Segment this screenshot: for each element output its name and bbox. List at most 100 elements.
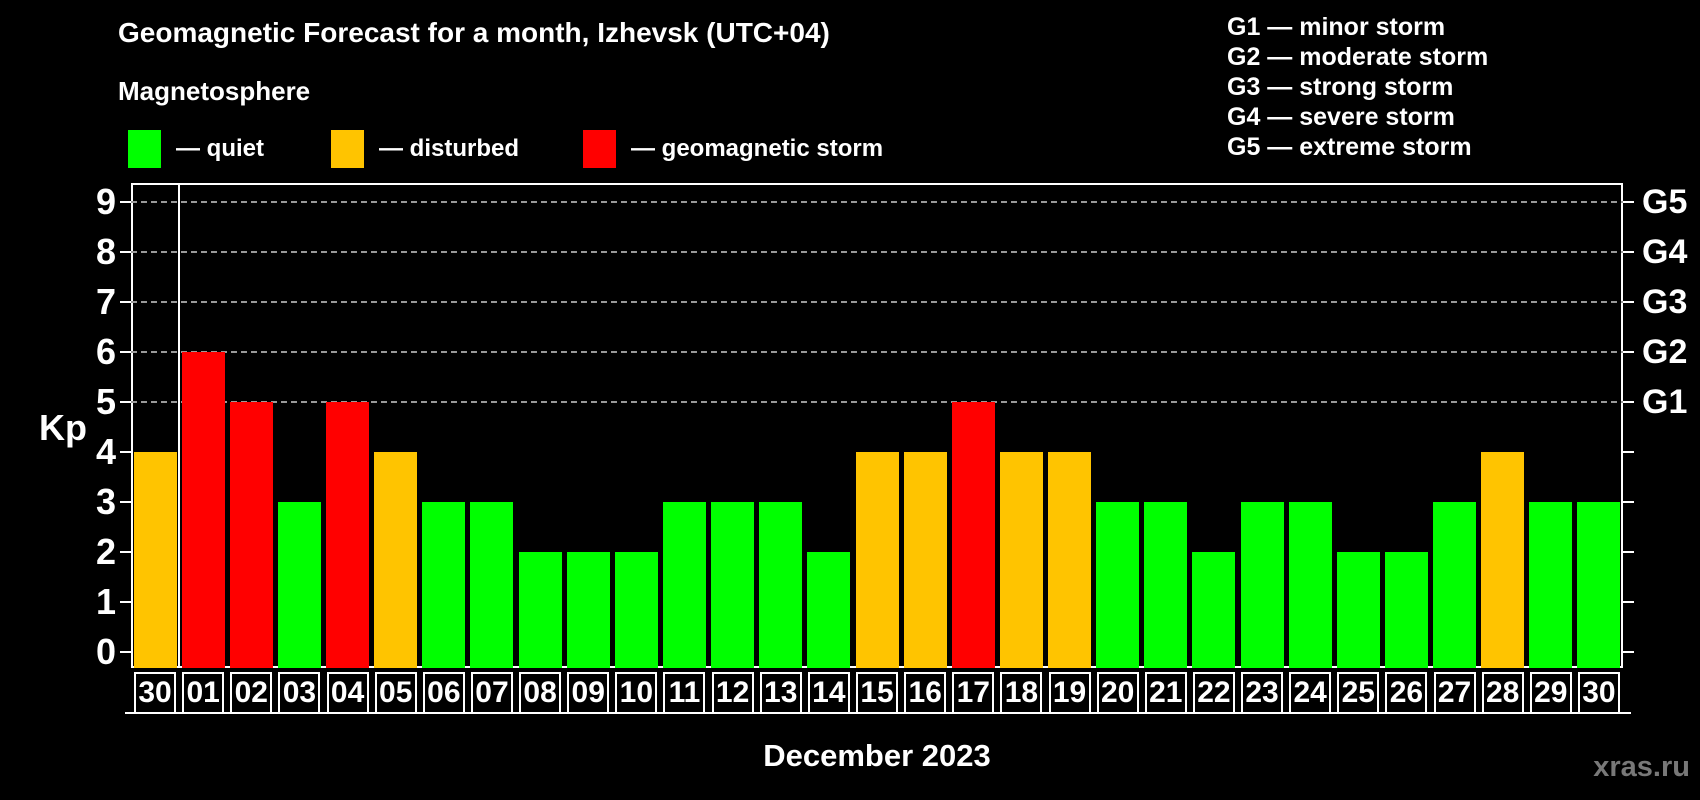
- gridline-kp-9: [131, 201, 1623, 203]
- g-legend-line-5: G5 — extreme storm: [1227, 133, 1472, 161]
- bar-day-16-kp-4: [903, 452, 947, 668]
- right-axis-label-G3: G3: [1642, 283, 1688, 321]
- bar-day-04-kp-5: [326, 402, 370, 668]
- bar-day-24-kp-3: [1288, 502, 1332, 668]
- x-axis-day-label-16: 16: [904, 672, 947, 714]
- bar-day-25-kp-2: [1336, 552, 1380, 668]
- x-axis-day-label-25: 25: [1337, 672, 1380, 714]
- right-axis-label-G5: G5: [1642, 183, 1688, 221]
- x-axis-day-label-15: 15: [856, 672, 898, 714]
- y-axis-tick-left-7: [120, 301, 131, 303]
- x-axis-day-label-21: 21: [1144, 672, 1187, 714]
- x-axis-day-label-4: 04: [326, 672, 369, 714]
- legend-item-storm: — geomagnetic storm: [583, 129, 883, 169]
- gridline-kp-8: [131, 251, 1623, 253]
- bar-day-19-kp-4: [1048, 452, 1092, 668]
- y-axis-label-8: 8: [95, 231, 116, 272]
- legend-swatch-storm: [583, 130, 616, 168]
- y-axis-tick-right-3: [1623, 501, 1634, 503]
- bar-day-01-kp-6: [181, 352, 225, 668]
- y-axis-tick-right-4: [1623, 451, 1634, 453]
- y-axis-tick-right-5: [1623, 401, 1634, 403]
- x-axis-day-label-18: 18: [1000, 672, 1043, 714]
- y-axis-tick-left-0: [120, 651, 131, 653]
- y-axis-tick-left-4: [120, 451, 131, 453]
- x-axis-day-label-10: 10: [615, 672, 658, 714]
- x-axis-day-label-0: 30: [134, 672, 177, 714]
- g-legend-line-4: G4 — severe storm: [1227, 103, 1455, 131]
- x-axis-day-label-8: 08: [519, 672, 562, 714]
- bar-day-05-kp-4: [374, 452, 418, 668]
- bar-day-10-kp-2: [614, 552, 658, 668]
- x-axis-day-label-7: 07: [470, 672, 513, 714]
- bar-day-12-kp-3: [711, 502, 755, 668]
- bar-day-11-kp-3: [662, 502, 706, 668]
- month-separator-line: [178, 183, 181, 668]
- x-axis-day-label-22: 22: [1192, 672, 1235, 714]
- bar-day-18-kp-4: [999, 452, 1043, 668]
- bar-day-14-kp-2: [807, 552, 851, 668]
- watermark: xras.ru: [1593, 751, 1690, 783]
- bar-day-28-kp-4: [1481, 452, 1525, 668]
- y-axis-tick-right-0: [1623, 651, 1634, 653]
- y-axis-label-1: 1: [95, 581, 116, 622]
- legend-label-disturbed: — disturbed: [379, 135, 520, 162]
- y-axis-tick-left-6: [120, 351, 131, 353]
- x-axis-day-label-1: 01: [182, 672, 225, 714]
- bar-day-13-kp-3: [759, 502, 803, 668]
- g-legend-line-2: G2 — moderate storm: [1227, 43, 1489, 71]
- gridline-kp-7: [131, 301, 1623, 303]
- y-axis-tick-left-8: [120, 251, 131, 253]
- y-axis-label-7: 7: [95, 281, 116, 322]
- bar-day-08-kp-2: [518, 552, 562, 668]
- x-axis-day-label-2: 02: [230, 672, 273, 714]
- bar-day-21-kp-3: [1144, 502, 1188, 668]
- x-axis-day-label-17: 17: [952, 672, 995, 714]
- y-axis-label-2: 2: [95, 531, 116, 572]
- legend-item-disturbed: — disturbed: [331, 129, 519, 169]
- x-axis-day-label-9: 09: [567, 672, 610, 714]
- gridline-kp-5: [131, 401, 1623, 403]
- y-axis-tick-right-2: [1623, 551, 1634, 553]
- bar-day-07-kp-3: [470, 502, 514, 668]
- bar-day-27-kp-3: [1433, 502, 1477, 668]
- right-axis-label-G4: G4: [1642, 233, 1688, 271]
- y-axis-label-3: 3: [95, 481, 116, 522]
- gridline-kp-6: [131, 351, 1623, 353]
- y-axis-tick-left-1: [120, 601, 131, 603]
- bar-day-09-kp-2: [566, 552, 610, 668]
- y-axis-label-4: 4: [95, 431, 116, 472]
- bar-day-30-kp-3: [1577, 502, 1621, 668]
- magnetosphere-label: Magnetosphere: [118, 76, 311, 106]
- y-axis-tick-left-9: [120, 201, 131, 203]
- x-axis-day-label-12: 12: [711, 672, 754, 714]
- x-axis-day-label-6: 06: [422, 672, 465, 714]
- y-axis-label-6: 6: [95, 331, 116, 372]
- legend-item-quiet: — quiet: [128, 129, 264, 169]
- x-axis-day-label-27: 27: [1433, 672, 1476, 714]
- x-axis-day-label-26: 26: [1385, 672, 1428, 714]
- y-axis-tick-left-2: [120, 551, 131, 553]
- bar-day-20-kp-3: [1096, 502, 1140, 668]
- legend-swatch-disturbed: [331, 130, 364, 168]
- x-axis-day-label-19: 19: [1048, 672, 1091, 714]
- x-axis-day-label-13: 13: [759, 672, 802, 714]
- bar-day-02-kp-5: [229, 402, 273, 668]
- g-legend-line-3: G3 — strong storm: [1227, 73, 1454, 101]
- x-axis-bottom-line: [125, 712, 1631, 714]
- y-axis-tick-right-8: [1623, 251, 1634, 253]
- x-axis-day-label-3: 03: [278, 672, 321, 714]
- y-axis-tick-right-1: [1623, 601, 1634, 603]
- chart-title: Geomagnetic Forecast for a month, Izhevs…: [118, 17, 830, 48]
- right-axis-label-G1: G1: [1642, 383, 1688, 421]
- bar-day-15-kp-4: [855, 452, 899, 668]
- bar-day-03-kp-3: [277, 502, 321, 668]
- x-axis-day-label-20: 20: [1096, 672, 1139, 714]
- x-axis-day-label-29: 29: [1529, 672, 1572, 714]
- y-axis-tick-right-9: [1623, 201, 1634, 203]
- g-legend-line-1: G1 — minor storm: [1227, 13, 1446, 41]
- g-scale-legend: G1 — minor storm G2 — moderate storm G3 — …: [1227, 12, 1488, 162]
- bar-day-30-kp-4: [133, 452, 177, 668]
- y-axis-label-5: 5: [95, 381, 116, 422]
